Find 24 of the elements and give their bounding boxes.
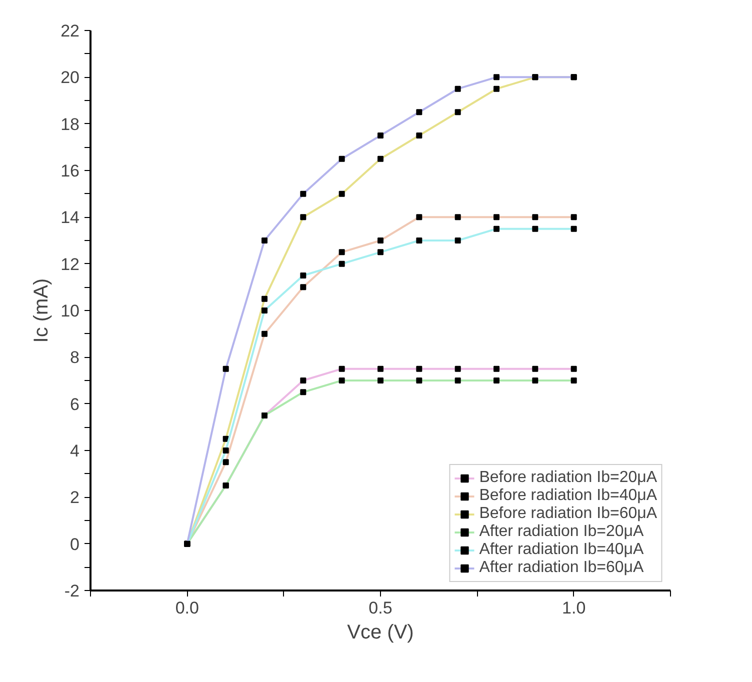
x-axis-title: Vce (V) [347,622,414,644]
x-tick-label: 0.5 [368,598,392,618]
y-tick-label: 12 [60,254,80,274]
y-tick-label: 22 [60,22,80,40]
y-axis-title: Ic (mA) [30,278,53,343]
legend-label: After radiation Ib=40μA [479,541,644,559]
legend-label: After radiation Ib=20μA [479,523,644,541]
y-tick-label: 20 [60,68,80,88]
y-tick-label: 2 [70,488,80,508]
y-tick-label: 8 [70,348,80,368]
y-tick-label: 6 [70,394,80,414]
y-tick-label: 16 [60,162,80,180]
y-tick-label: -2 [64,582,80,600]
legend-label: Before radiation Ib=20μA [479,469,657,487]
y-tick-label: 4 [70,442,80,460]
legend-label: Before radiation Ib=60μA [479,505,657,523]
legend-label: After radiation Ib=60μA [479,559,644,577]
y-tick-label: 0 [70,534,80,554]
legend-label: Before radiation Ib=40μA [479,487,657,505]
x-tick-label: 1.0 [562,598,586,618]
y-tick-label: 10 [60,302,80,320]
y-tick-label: 14 [60,208,80,228]
x-tick-label: 0.0 [175,598,199,618]
y-tick-label: 18 [60,114,80,134]
